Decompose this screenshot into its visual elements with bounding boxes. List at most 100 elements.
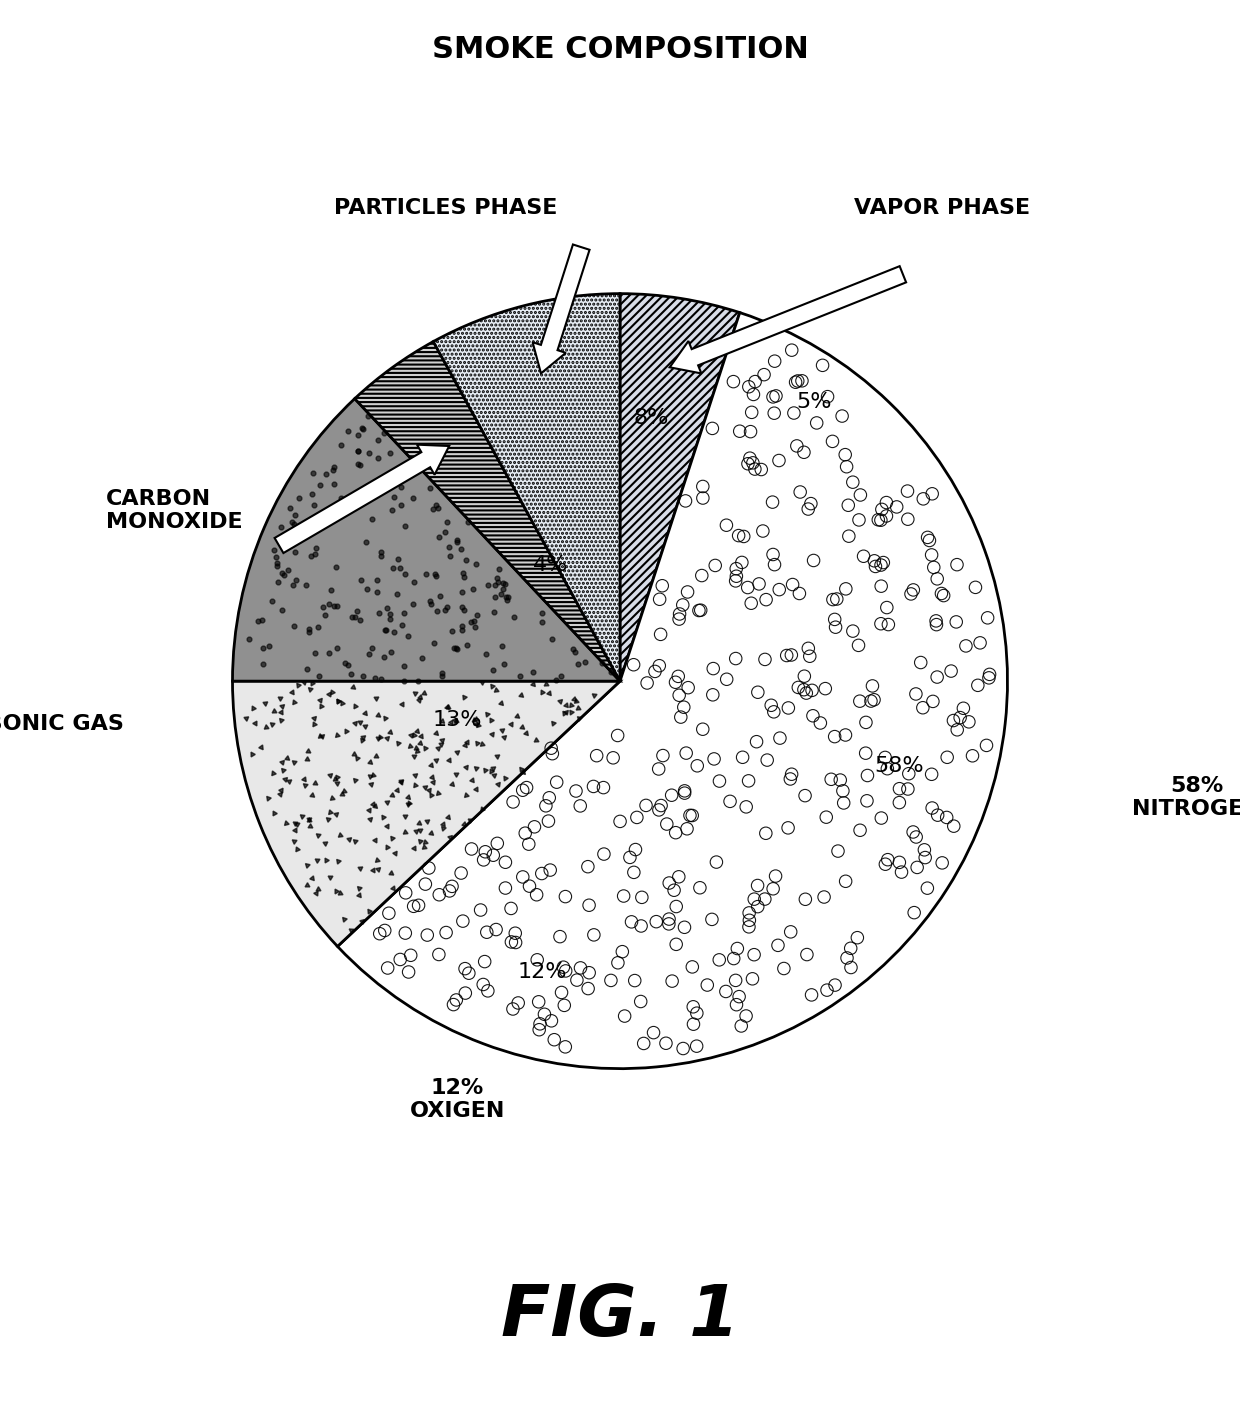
Point [285,504,305,527]
Point [666,934,686,956]
Point [461,838,481,860]
Point [429,883,449,905]
Point [501,897,521,919]
Point [440,545,460,567]
Point [733,746,753,769]
Point [804,704,823,727]
Point [284,615,304,638]
Point [496,877,516,900]
Point [937,746,957,769]
Point [804,549,823,572]
Point [352,417,372,439]
Point [485,586,505,608]
Point [815,886,835,908]
Point [728,938,748,960]
Point [946,611,966,634]
Point [578,977,598,1000]
Point [649,758,668,780]
Point [794,441,813,463]
Point [384,486,404,508]
Point [429,943,449,966]
Point [631,990,651,1012]
Point [372,545,392,567]
Text: 13%
CARBONIC GAS: 13% CARBONIC GAS [0,690,124,734]
Point [503,998,523,1021]
Point [551,665,570,687]
Point [484,843,503,866]
Text: 12%: 12% [518,962,567,981]
Point [779,817,799,839]
Point [556,886,575,908]
Point [906,825,926,848]
Point [542,1010,562,1032]
Point [460,610,480,632]
Point [584,776,604,798]
Point [709,949,729,972]
Point [489,558,508,580]
Point [666,821,686,843]
Point [676,490,696,513]
Point [653,745,673,767]
Point [904,901,924,924]
Point [404,895,424,918]
Point [921,543,941,566]
Point [495,573,515,596]
Point [389,466,409,489]
Point [342,605,362,628]
Point [556,960,575,983]
Point [419,856,439,879]
Text: SMOKE COMPOSITION: SMOKE COMPOSITION [432,35,808,63]
Point [924,556,944,579]
Point [358,406,378,428]
Point [644,1021,663,1043]
Point [709,770,729,793]
Point [950,707,970,729]
Point [849,508,869,531]
Point [587,745,606,767]
Point [742,401,761,424]
Point [692,565,712,587]
Point [440,880,460,903]
Point [544,1028,564,1050]
Point [477,921,497,943]
Point [520,874,539,897]
Point [765,553,785,576]
Point [429,527,449,549]
Point [737,1005,756,1028]
Point [756,589,776,611]
Point [348,424,368,446]
Point [825,974,844,997]
Point [513,779,533,801]
Point [471,898,491,921]
Point [816,805,836,828]
Point [687,1035,707,1057]
Point [396,881,415,904]
Point [877,597,897,620]
Point [454,600,474,622]
Point [744,383,764,406]
Point [321,579,341,601]
Point [387,583,407,605]
Point [851,819,870,842]
Point [441,620,461,642]
Point [768,934,787,956]
Point [475,950,495,973]
Point [857,790,877,812]
Point [357,474,377,497]
Point [739,376,759,398]
Point [523,660,543,683]
Point [944,815,963,838]
Point [866,555,885,577]
Point [371,667,391,690]
Point [565,641,585,663]
Point [283,511,303,534]
Point [915,846,935,869]
Point [366,667,386,690]
Point [381,641,401,663]
Point [496,850,516,873]
Wedge shape [337,313,1007,1069]
Point [412,646,432,669]
Point [926,614,946,636]
Point [737,796,756,818]
Point [274,563,294,586]
